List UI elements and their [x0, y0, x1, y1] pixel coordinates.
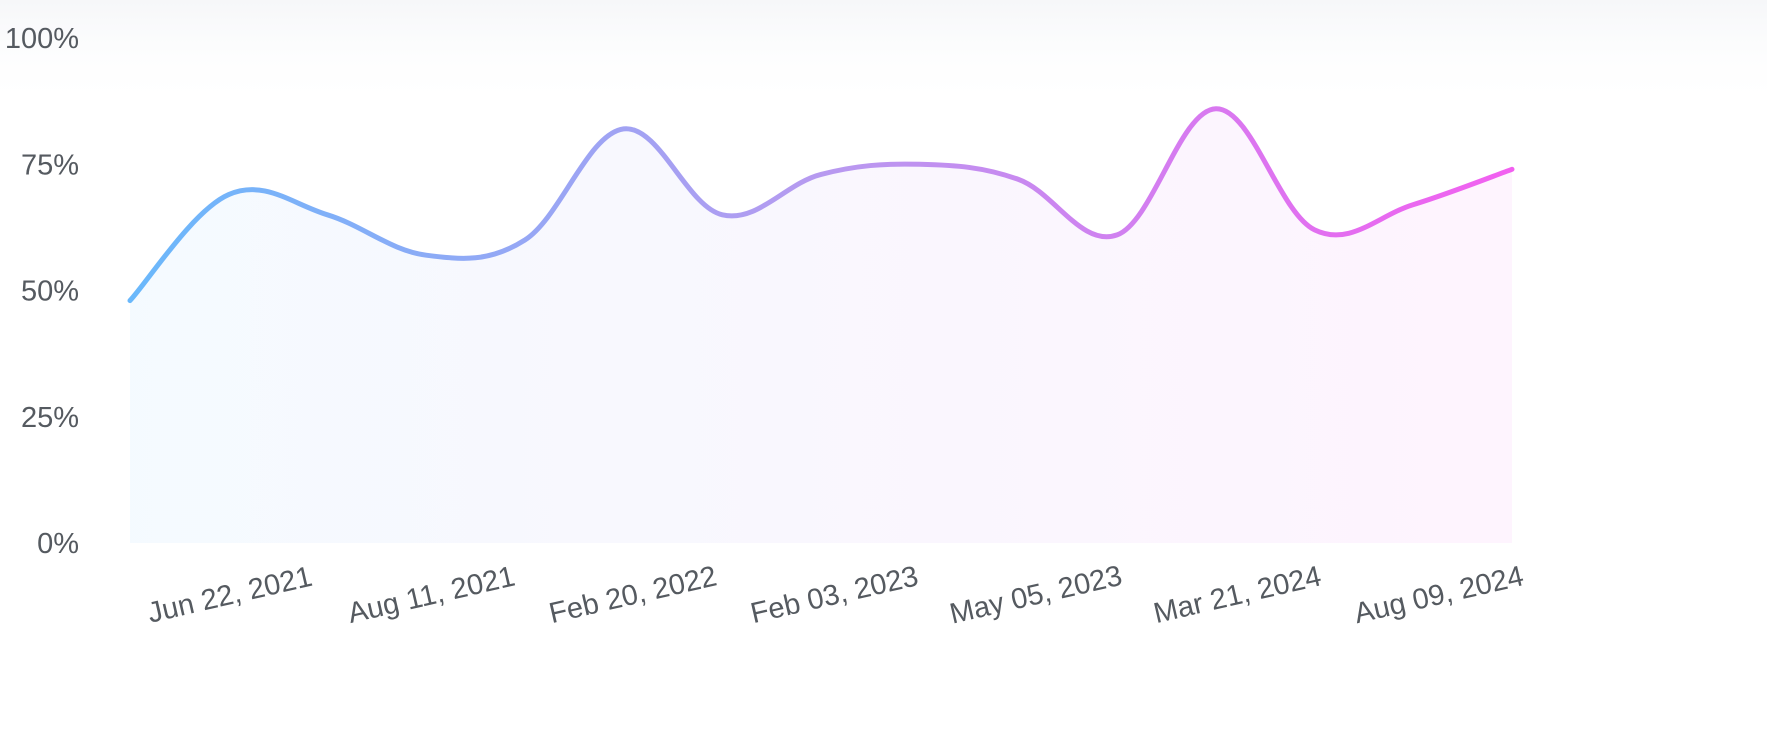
y-axis: 0% 25% 50% 75% 100%	[5, 23, 79, 560]
y-tick-label: 25%	[21, 402, 79, 434]
x-tick-label: May 05, 2023	[947, 560, 1125, 631]
x-tick-label: Mar 21, 2024	[1151, 560, 1325, 630]
y-tick-label: 50%	[21, 276, 79, 308]
y-tick-label: 100%	[5, 23, 79, 55]
x-tick-label: Aug 09, 2024	[1351, 560, 1526, 630]
x-tick-label: Feb 20, 2022	[546, 560, 720, 630]
x-tick-label: Feb 03, 2023	[748, 560, 922, 630]
series-area-fill	[130, 108, 1512, 543]
x-tick-label: Aug 11, 2021	[345, 560, 518, 630]
y-tick-label: 0%	[37, 528, 79, 560]
x-axis: Jun 22, 2021 Aug 11, 2021 Feb 20, 2022 Feb …	[145, 560, 1527, 631]
series-line	[127, 106, 1515, 304]
top-fade-band	[0, 0, 1767, 110]
x-tick-label: Jun 22, 2021	[145, 561, 316, 630]
y-tick-label: 75%	[21, 149, 79, 181]
